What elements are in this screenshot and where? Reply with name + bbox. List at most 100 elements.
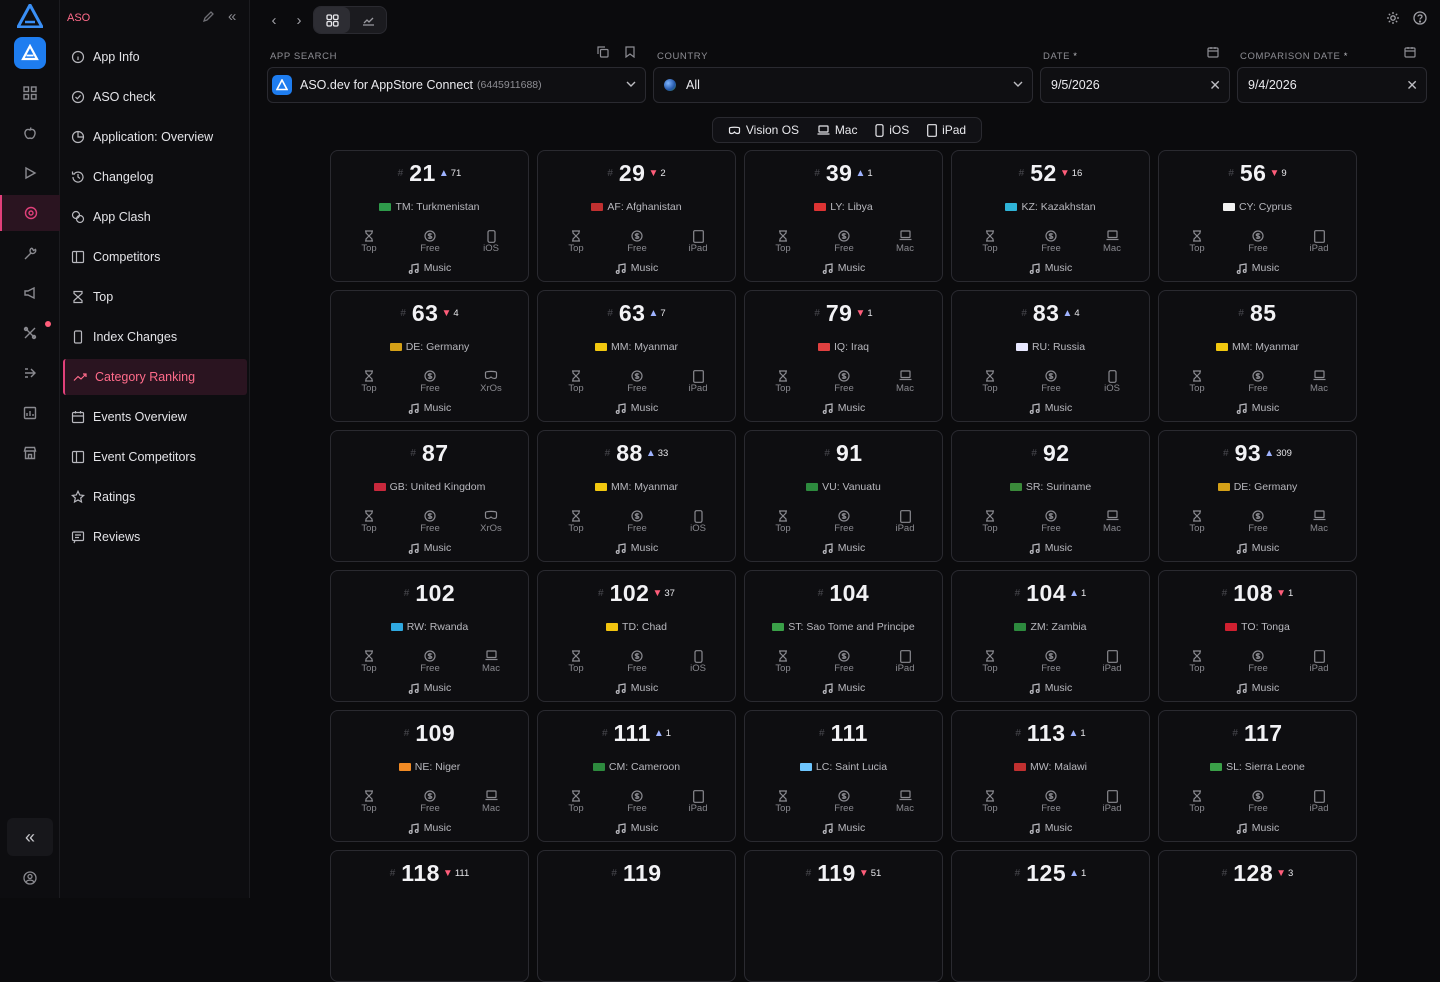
help-icon[interactable]: [1413, 11, 1427, 28]
sidebar-item-reviews[interactable]: Reviews: [63, 519, 247, 555]
ranking-card[interactable]: #113 ▲ 1 MW: Malawi Top Free iPad Music: [951, 710, 1150, 842]
aso-logo-icon[interactable]: [17, 4, 43, 28]
ranking-card[interactable]: #93 ▲ 309 DE: Germany Top Free Mac Music: [1158, 430, 1357, 562]
calendar-icon[interactable]: [1207, 46, 1219, 61]
sidebar-item-app-clash[interactable]: App Clash: [63, 199, 247, 235]
sidebar-item-category-ranking[interactable]: Category Ranking: [63, 359, 247, 395]
sidebar-item-changelog[interactable]: Changelog: [63, 159, 247, 195]
ranking-card[interactable]: #79 ▼ 1 IQ: Iraq Top Free Mac Music: [744, 290, 943, 422]
clear-date-icon[interactable]: ✕: [1209, 77, 1221, 93]
rank-delta-value: 9: [1281, 167, 1287, 179]
ranking-card[interactable]: #104 ST: Sao Tome and Principe Top Free iPad…: [744, 570, 943, 702]
collapse-rail-button[interactable]: «: [7, 818, 53, 856]
country-row: TO: Tonga: [1159, 621, 1356, 633]
chart-icon[interactable]: [0, 395, 60, 431]
sidebar-item-application-overview[interactable]: Application: Overview: [63, 119, 247, 155]
sidebar-item-app-info[interactable]: App Info: [63, 39, 247, 75]
ranking-card[interactable]: #111 LC: Saint Lucia Top Free Mac Music: [744, 710, 943, 842]
store-icon[interactable]: [0, 435, 60, 471]
apple-icon[interactable]: [0, 115, 60, 151]
comparison-date-input[interactable]: 9/4/2026 ✕: [1237, 67, 1427, 103]
settings-gear-icon[interactable]: [1386, 11, 1400, 28]
rank-delta: ▼ 111: [443, 868, 469, 879]
sidebar-item-events-overview[interactable]: Events Overview: [63, 399, 247, 435]
sidebar-item-competitors[interactable]: Competitors: [63, 239, 247, 275]
platform-ipad[interactable]: iPad: [927, 123, 966, 137]
back-arrow-icon[interactable]: ‹: [271, 11, 277, 29]
chart-view-icon[interactable]: [350, 7, 386, 33]
laptop-icon: [885, 790, 925, 803]
ranking-card[interactable]: #119 ▼ 51: [744, 850, 943, 982]
ranking-card[interactable]: #21 ▲ 71 TM: Turkmenistan Top Free iOS Music: [330, 150, 529, 282]
ranking-card[interactable]: #118 ▼ 111: [330, 850, 529, 982]
ranking-card[interactable]: #102 RW: Rwanda Top Free Mac Music: [330, 570, 529, 702]
country-value: All: [686, 78, 700, 92]
platform-label: iPad: [942, 123, 967, 137]
ranking-card[interactable]: #91 VU: Vanuatu Top Free iPad Music: [744, 430, 943, 562]
category-name: Music: [630, 542, 659, 554]
meta-label: Top: [982, 243, 998, 254]
ranking-card[interactable]: #85 MM: Myanmar Top Free Mac Music: [1158, 290, 1357, 422]
play-icon[interactable]: [0, 155, 60, 191]
free-meta: Free: [824, 650, 864, 674]
ranking-card[interactable]: #63 ▲ 7 MM: Myanmar Top Free iPad Music: [537, 290, 736, 422]
bookmark-icon[interactable]: [624, 46, 636, 61]
platform-mac[interactable]: Mac: [817, 123, 857, 137]
country-select[interactable]: All: [653, 67, 1033, 103]
aso-target-icon[interactable]: [0, 195, 60, 231]
sidebar-item-top[interactable]: Top: [63, 279, 247, 315]
sidebar-item-aso-check[interactable]: ASO check: [63, 79, 247, 115]
ranking-card[interactable]: #109 NE: Niger Top Free Mac Music: [330, 710, 529, 842]
clear-comparison-date-icon[interactable]: ✕: [1406, 77, 1418, 93]
copy-icon[interactable]: [597, 46, 609, 61]
hash-icon: #: [1014, 867, 1021, 879]
ranking-card[interactable]: #56 ▼ 9 CY: Cyprus Top Free iPad Music: [1158, 150, 1357, 282]
apps-grid-icon[interactable]: [0, 75, 60, 111]
sidebar-item-ratings[interactable]: Ratings: [63, 479, 247, 515]
date-input[interactable]: 9/5/2026 ✕: [1040, 67, 1230, 103]
device-label: iPad: [1309, 803, 1329, 814]
collapse-menu-icon[interactable]: «: [228, 8, 237, 25]
tools-icon[interactable]: [0, 315, 60, 351]
hash-icon: #: [824, 447, 830, 459]
ranking-card[interactable]: #108 ▼ 1 TO: Tonga Top Free iPad Music: [1158, 570, 1357, 702]
country-name: ST: Sao Tome and Principe: [788, 621, 915, 633]
ranking-card[interactable]: #39 ▲ 1 LY: Libya Top Free Mac Music: [744, 150, 943, 282]
category-row: Music: [331, 402, 528, 414]
ranking-card[interactable]: #104 ▲ 1 ZM: Zambia Top Free iPad Music: [951, 570, 1150, 702]
sidebar-item-event-competitors[interactable]: Event Competitors: [63, 439, 247, 475]
ranking-card[interactable]: #63 ▼ 4 DE: Germany Top Free XrOs Music: [330, 290, 529, 422]
category-name: Music: [837, 262, 866, 274]
menu-header: ASO «: [60, 0, 250, 36]
coin-icon: [631, 230, 643, 242]
app-search-select[interactable]: ASO.dev for AppStore Connect (6445911688…: [267, 67, 646, 103]
rank-row: #79 ▼ 1: [745, 299, 942, 327]
megaphone-icon[interactable]: [0, 275, 60, 311]
ranking-card[interactable]: #92 SR: Suriname Top Free Mac Music: [951, 430, 1150, 562]
ranking-card[interactable]: #83 ▲ 4 RU: Russia Top Free iOS Music: [951, 290, 1150, 422]
platform-ios[interactable]: iOS: [875, 123, 909, 137]
meta-label: Free: [627, 243, 647, 254]
ranking-card[interactable]: #52 ▼ 16 KZ: Kazakhstan Top Free Mac Music: [951, 150, 1150, 282]
rank-value: 104: [829, 579, 870, 606]
ranking-card[interactable]: #102 ▼ 37 TD: Chad Top Free iOS Music: [537, 570, 736, 702]
ranking-card[interactable]: #119: [537, 850, 736, 982]
ranking-card[interactable]: #128 ▼ 3: [1158, 850, 1357, 982]
ranking-card[interactable]: #29 ▼ 2 AF: Afghanistan Top Free iPad Music: [537, 150, 736, 282]
edit-icon[interactable]: [202, 10, 215, 26]
split-icon[interactable]: [0, 355, 60, 391]
platform-vision-os[interactable]: Vision OS: [728, 123, 799, 137]
ranking-card[interactable]: #111 ▲ 1 CM: Cameroon Top Free iPad Music: [537, 710, 736, 842]
sidebar-item-label: Top: [93, 290, 114, 304]
ranking-card[interactable]: #87 GB: United Kingdom Top Free XrOs Music: [330, 430, 529, 562]
wrench-icon[interactable]: [0, 235, 60, 271]
calendar-icon[interactable]: [1404, 46, 1416, 61]
user-icon[interactable]: [0, 864, 60, 892]
ranking-card[interactable]: #125 ▲ 1: [951, 850, 1150, 982]
forward-arrow-icon[interactable]: ›: [296, 11, 302, 29]
sidebar-item-index-changes[interactable]: Index Changes: [63, 319, 247, 355]
ranking-card[interactable]: #88 ▲ 33 MM: Myanmar Top Free iOS Music: [537, 430, 736, 562]
ranking-card[interactable]: #117 SL: Sierra Leone Top Free iPad Music: [1158, 710, 1357, 842]
grid-view-icon[interactable]: [314, 7, 350, 33]
current-app-icon[interactable]: [14, 37, 46, 69]
